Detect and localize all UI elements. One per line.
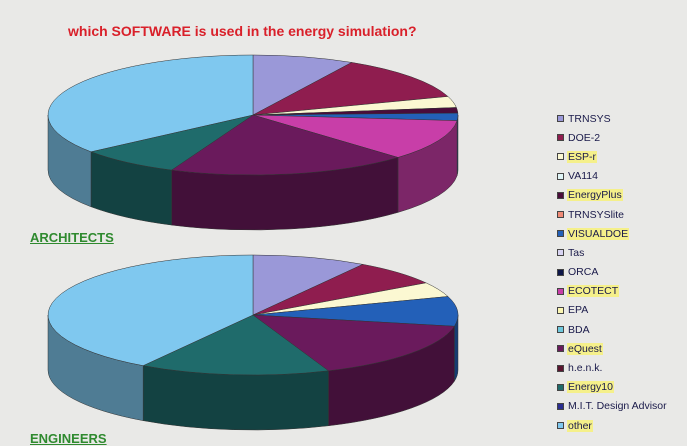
pie-architects xyxy=(47,54,459,231)
legend-swatch xyxy=(557,364,564,372)
pie-slice xyxy=(47,54,254,153)
pie-slice xyxy=(47,254,254,366)
legend-label: TRNSYSlite xyxy=(568,208,625,221)
legend-label: other xyxy=(567,419,593,432)
architects-label: ARCHITECTS xyxy=(30,230,114,245)
legend-item: Energy10 xyxy=(557,378,668,397)
legend-swatch xyxy=(557,191,564,199)
legend-swatch xyxy=(557,326,564,334)
legend-swatch xyxy=(557,172,564,180)
legend-swatch xyxy=(557,287,564,295)
chart-title: which SOFTWARE is used in the energy sim… xyxy=(68,23,417,39)
engineers-label: ENGINEERS xyxy=(30,431,107,446)
legend-item: TRNSYSlite xyxy=(557,205,668,224)
legend-label: EnergyPlus xyxy=(567,189,623,202)
legend-label: VISUALDOE xyxy=(567,227,630,240)
legend-swatch xyxy=(557,230,564,238)
legend-item: VISUALDOE xyxy=(557,224,668,243)
legend-label: ESP-r xyxy=(567,150,598,163)
legend-item: eQuest xyxy=(557,339,668,358)
pie-slice xyxy=(252,54,353,116)
legend-swatch xyxy=(557,153,564,161)
legend-item: Tas xyxy=(557,243,668,262)
pie-slice xyxy=(252,62,449,116)
legend-swatch xyxy=(557,249,564,257)
legend-label: DOE-2 xyxy=(568,131,601,144)
legend-label: eQuest xyxy=(567,342,603,355)
legend-swatch xyxy=(557,211,564,219)
legend-label: BDA xyxy=(568,323,590,336)
legend-swatch xyxy=(557,345,564,353)
pie-slice xyxy=(142,314,330,376)
legend-label: h.e.n.k. xyxy=(568,362,603,375)
legend-swatch xyxy=(557,115,564,123)
chart-legend: TRNSYS DOE-2 ESP-r VA114 EnergyPlus TRNSYSlit… xyxy=(557,109,668,435)
legend-item: ORCA xyxy=(557,263,668,282)
legend-label: TRNSYS xyxy=(568,112,611,125)
legend-item: other xyxy=(557,416,668,435)
legend-item: VA114 xyxy=(557,167,668,186)
legend-label: Energy10 xyxy=(567,381,614,394)
legend-item: BDA xyxy=(557,320,668,339)
legend-label: EPA xyxy=(568,304,589,317)
legend-swatch xyxy=(557,134,564,142)
legend-item: ECOTECT xyxy=(557,282,668,301)
legend-item: h.e.n.k. xyxy=(557,358,668,377)
pie-slice-side xyxy=(142,365,329,431)
pie-slice xyxy=(252,254,364,316)
legend-swatch xyxy=(557,306,564,314)
legend-item: DOE-2 xyxy=(557,128,668,147)
pie-slice xyxy=(252,314,455,372)
legend-label: VA114 xyxy=(568,170,598,183)
legend-item: EPA xyxy=(557,301,668,320)
legend-label: M.I.T. Design Advisor xyxy=(568,400,667,413)
legend-label: ORCA xyxy=(568,266,599,279)
legend-item: EnergyPlus xyxy=(557,186,668,205)
legend-item: M.I.T. Design Advisor xyxy=(557,397,668,416)
legend-item: ESP-r xyxy=(557,147,668,166)
legend-swatch xyxy=(557,268,564,276)
pie-slice xyxy=(90,114,254,171)
legend-label: ECOTECT xyxy=(567,285,620,298)
pie-slice xyxy=(170,114,399,176)
legend-item: TRNSYS xyxy=(557,109,668,128)
pie-engineers xyxy=(47,254,459,431)
pie-slice xyxy=(252,296,459,327)
legend-label: Tas xyxy=(568,246,585,259)
legend-swatch xyxy=(557,422,564,430)
legend-swatch xyxy=(557,383,564,391)
legend-swatch xyxy=(557,402,564,410)
pie-slice xyxy=(252,114,458,158)
